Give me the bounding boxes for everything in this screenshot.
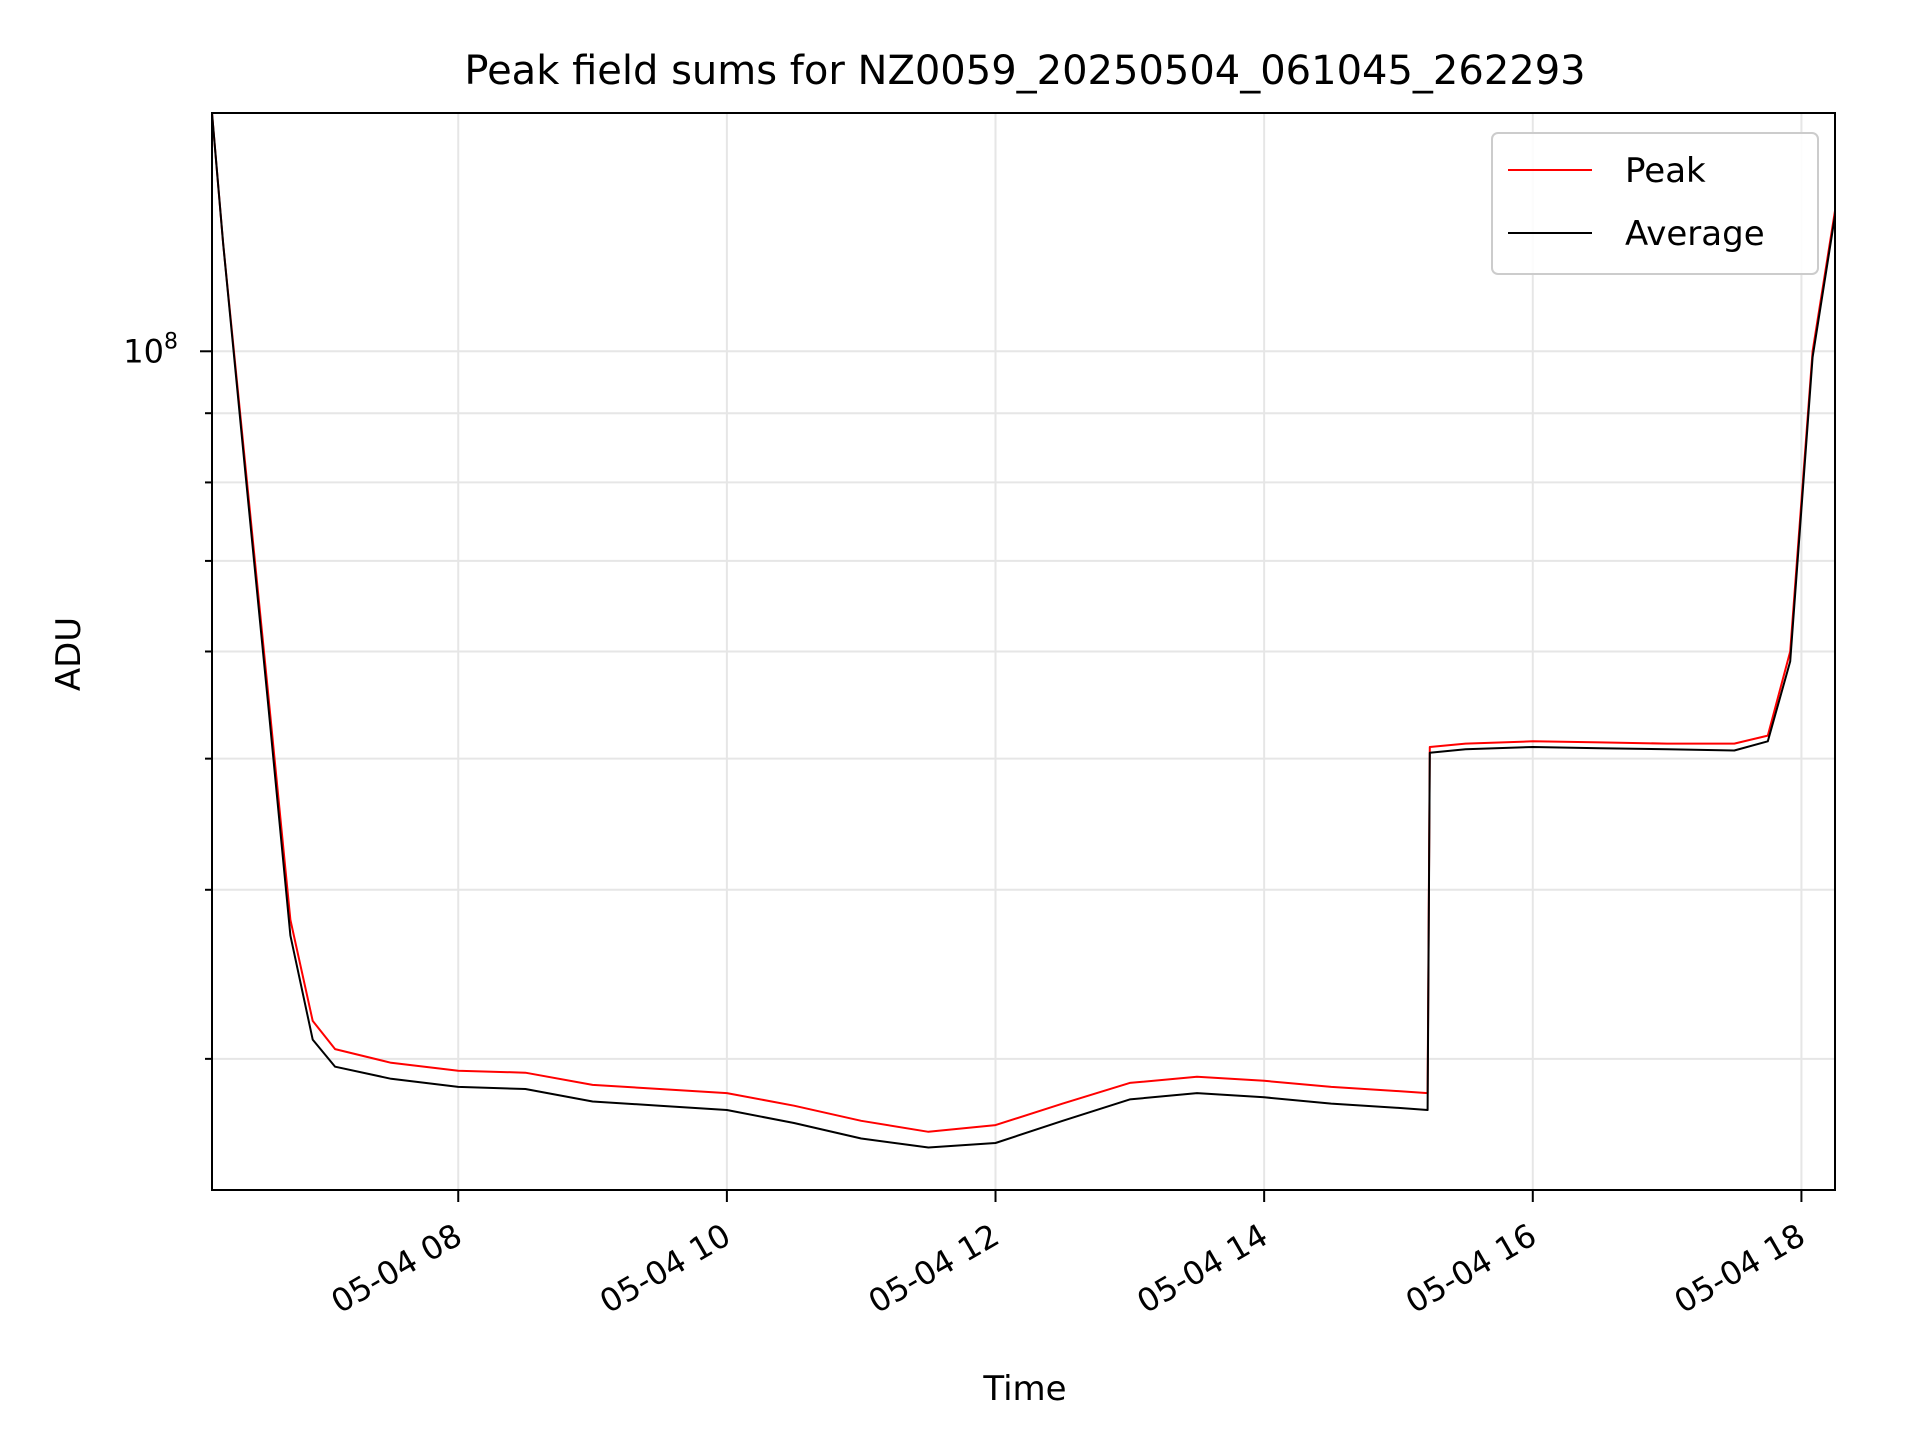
legend-label-peak: Peak <box>1625 151 1706 191</box>
x-axis-label: Time <box>982 1369 1066 1409</box>
grid-layer <box>212 113 1835 1190</box>
y-tick-label-exponent: 8 <box>164 329 178 354</box>
y-tick-label-base: 10 <box>123 332 164 370</box>
legend-box <box>1491 132 1819 275</box>
chart-title: Peak field sums for NZ0059_20250504_0610… <box>464 48 1585 94</box>
legend: Peak Average <box>1491 132 1819 275</box>
series-line-average <box>212 113 1835 1149</box>
y-axis-label: ADU <box>49 617 89 691</box>
legend-label-average: Average <box>1625 214 1765 254</box>
series-layer <box>212 113 1835 1149</box>
y-tick-label: 108 <box>123 329 178 370</box>
series-line-peak <box>212 113 1835 1133</box>
